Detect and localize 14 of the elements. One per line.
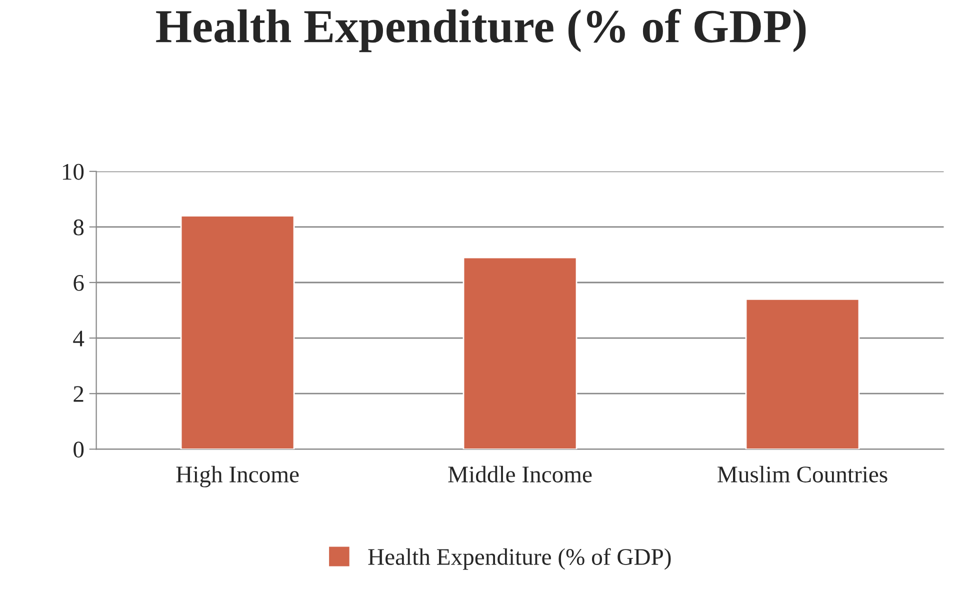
bar — [462, 256, 578, 450]
chart-title: Health Expenditure (% of GDP) — [156, 8, 806, 52]
y-tick-label: 6 — [74, 275, 84, 291]
x-tick-label: Muslim Countries — [718, 466, 888, 482]
y-tick-label: 8 — [74, 219, 84, 236]
y-tick-label: 2 — [74, 386, 84, 402]
x-tick-label: Middle Income — [448, 466, 592, 482]
y-tick-label: 10 — [62, 164, 84, 180]
y-tick-label: 4 — [73, 330, 84, 346]
bar — [180, 215, 295, 450]
bar — [745, 298, 860, 450]
legend-label: Health Expenditure (% of GDP) — [368, 548, 671, 570]
x-tick-label: High Income — [176, 466, 299, 488]
y-tick-label: 0 — [74, 442, 84, 458]
